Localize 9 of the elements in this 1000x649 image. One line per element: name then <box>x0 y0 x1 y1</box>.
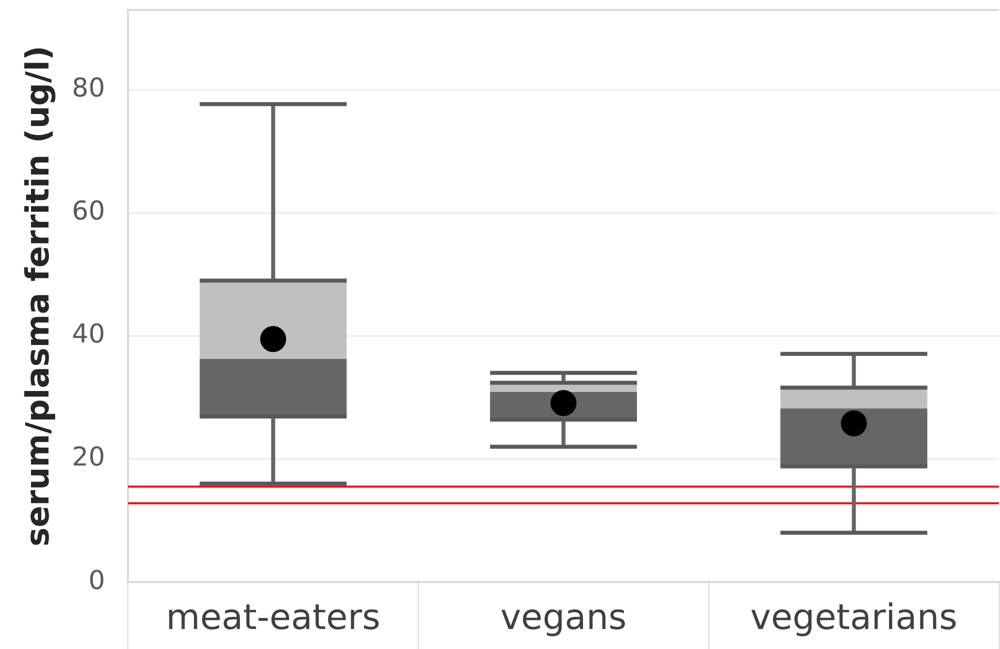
y-tick-label: 40 <box>72 320 105 350</box>
x-tick-label: meat-eaters <box>166 598 380 638</box>
y-tick-label: 60 <box>72 196 105 227</box>
y-tick-label: 20 <box>72 442 105 473</box>
y-tick-label: 80 <box>72 74 105 104</box>
y-tick-label: 0 <box>88 566 105 596</box>
y-axis-title: serum/plasma ferritin (ug/l) <box>18 46 57 546</box>
x-tick-label: vegans <box>500 598 627 638</box>
x-tick-label: vegetarians <box>750 598 958 638</box>
